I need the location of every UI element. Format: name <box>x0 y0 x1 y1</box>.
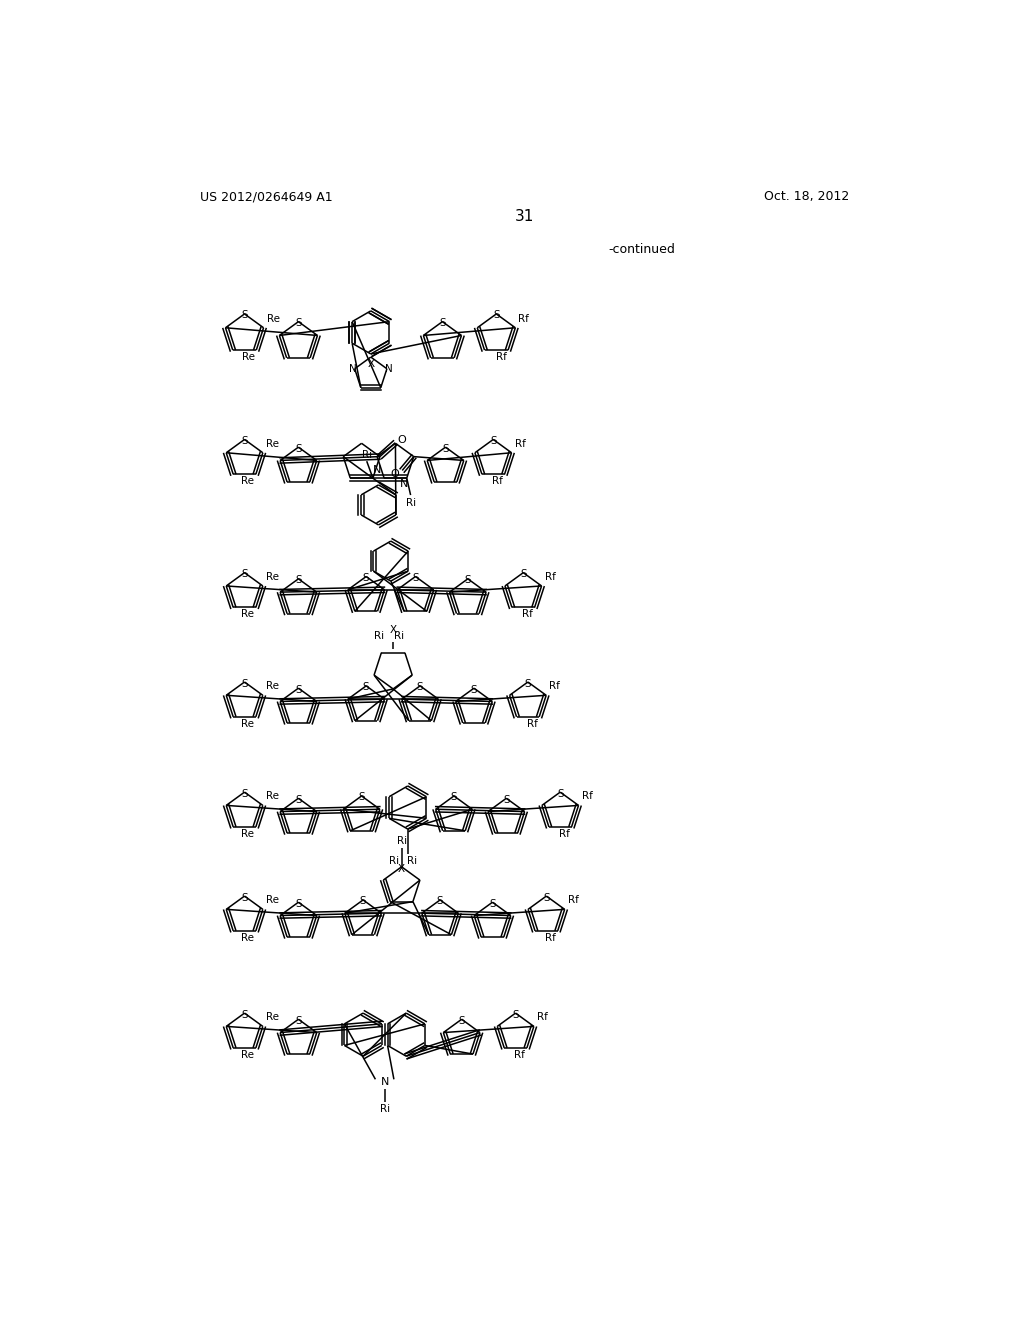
Text: Re: Re <box>242 1049 254 1060</box>
Text: S: S <box>512 1010 519 1019</box>
Text: S: S <box>295 318 302 329</box>
Text: Re: Re <box>242 829 254 840</box>
Text: S: S <box>242 436 248 446</box>
Text: Rf: Rf <box>526 719 538 729</box>
Text: S: S <box>295 795 302 805</box>
Text: S: S <box>417 682 423 693</box>
Text: 31: 31 <box>515 209 535 223</box>
Text: S: S <box>493 310 500 321</box>
Text: Rf: Rf <box>537 1012 548 1022</box>
Text: Rf: Rf <box>515 438 525 449</box>
Text: S: S <box>242 1010 248 1019</box>
Text: S: S <box>295 899 302 908</box>
Text: S: S <box>451 792 458 803</box>
Text: S: S <box>358 792 365 803</box>
Text: S: S <box>359 896 367 907</box>
Text: Ri: Ri <box>394 631 404 640</box>
Text: S: S <box>242 892 248 903</box>
Text: Re: Re <box>242 610 254 619</box>
Text: S: S <box>459 1016 465 1026</box>
Text: Rf: Rf <box>559 829 570 840</box>
Text: S: S <box>242 788 248 799</box>
Text: Ri: Ri <box>374 631 384 640</box>
Text: S: S <box>557 788 563 799</box>
Text: Rf: Rf <box>549 681 560 692</box>
Text: S: S <box>543 892 550 903</box>
Text: Re: Re <box>266 681 279 692</box>
Text: S: S <box>524 678 531 689</box>
Text: Ri: Ri <box>406 498 416 508</box>
Text: Re: Re <box>266 314 280 325</box>
Text: Oct. 18, 2012: Oct. 18, 2012 <box>765 190 850 203</box>
Text: X: X <box>389 624 396 635</box>
Text: O: O <box>390 470 399 479</box>
Text: N: N <box>385 364 392 374</box>
Text: X: X <box>398 865 406 874</box>
Text: N: N <box>400 479 409 490</box>
Text: Re: Re <box>242 477 254 486</box>
Text: Re: Re <box>242 352 255 362</box>
Text: S: S <box>442 444 449 454</box>
Text: Ri: Ri <box>396 837 407 846</box>
Text: Ri: Ri <box>407 857 417 866</box>
Text: S: S <box>242 678 248 689</box>
Text: Re: Re <box>266 791 279 801</box>
Text: Ri: Ri <box>380 1104 390 1114</box>
Text: S: S <box>520 569 526 579</box>
Text: US 2012/0264649 A1: US 2012/0264649 A1 <box>200 190 333 203</box>
Text: Ri: Ri <box>389 857 399 866</box>
Text: N: N <box>349 364 357 374</box>
Text: Rf: Rf <box>514 1049 525 1060</box>
Text: S: S <box>439 318 445 329</box>
Text: Rf: Rf <box>518 314 529 325</box>
Text: S: S <box>362 682 370 693</box>
Text: -continued: -continued <box>608 243 675 256</box>
Text: Re: Re <box>242 719 254 729</box>
Text: S: S <box>489 899 496 908</box>
Text: S: S <box>503 795 510 805</box>
Text: X: X <box>368 359 375 370</box>
Text: S: S <box>295 1016 302 1026</box>
Text: Rf: Rf <box>496 352 507 362</box>
Text: Re: Re <box>266 895 279 906</box>
Text: S: S <box>295 576 302 585</box>
Text: S: S <box>295 685 302 694</box>
Text: Rf: Rf <box>567 895 579 906</box>
Text: Re: Re <box>242 933 254 942</box>
Text: Rf: Rf <box>493 477 503 486</box>
Text: S: S <box>489 436 497 446</box>
Text: S: S <box>412 573 419 583</box>
Text: N: N <box>374 466 382 475</box>
Text: S: S <box>465 576 471 585</box>
Text: Re: Re <box>266 572 279 582</box>
Text: S: S <box>242 310 248 321</box>
Text: S: S <box>242 569 248 579</box>
Text: S: S <box>362 573 370 583</box>
Text: Re: Re <box>266 438 279 449</box>
Text: O: O <box>397 436 406 445</box>
Text: Rf: Rf <box>522 610 534 619</box>
Text: Rf: Rf <box>545 933 556 942</box>
Text: S: S <box>471 685 477 694</box>
Text: Re: Re <box>266 1012 279 1022</box>
Text: S: S <box>437 896 443 907</box>
Text: N: N <box>381 1077 389 1088</box>
Text: Rf: Rf <box>582 791 593 801</box>
Text: Rf: Rf <box>545 572 556 582</box>
Text: S: S <box>295 444 302 454</box>
Text: Ri: Ri <box>361 450 372 461</box>
